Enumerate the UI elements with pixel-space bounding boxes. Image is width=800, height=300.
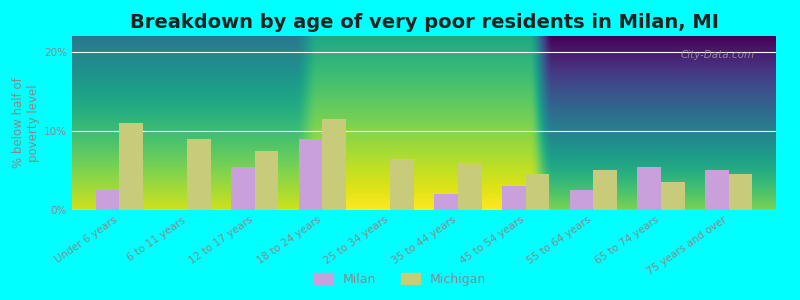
Bar xyxy=(96,190,119,210)
Bar xyxy=(502,186,526,210)
Legend: Milan, Michigan: Milan, Michigan xyxy=(309,268,491,291)
Bar xyxy=(298,139,322,210)
Bar xyxy=(661,182,685,210)
Bar xyxy=(187,139,210,210)
Bar xyxy=(526,174,550,210)
Bar xyxy=(390,159,414,210)
Bar xyxy=(458,163,482,210)
Bar xyxy=(254,151,278,210)
Bar xyxy=(434,194,458,210)
Bar xyxy=(231,167,254,210)
Bar xyxy=(322,119,346,210)
Bar xyxy=(705,170,729,210)
Bar xyxy=(594,170,617,210)
Title: Breakdown by age of very poor residents in Milan, MI: Breakdown by age of very poor residents … xyxy=(130,13,718,32)
Bar xyxy=(638,167,661,210)
Y-axis label: % below half of
poverty level: % below half of poverty level xyxy=(12,78,40,168)
Bar xyxy=(119,123,143,210)
Bar xyxy=(729,174,752,210)
Text: City-Data.com: City-Data.com xyxy=(681,50,755,60)
Bar xyxy=(570,190,594,210)
